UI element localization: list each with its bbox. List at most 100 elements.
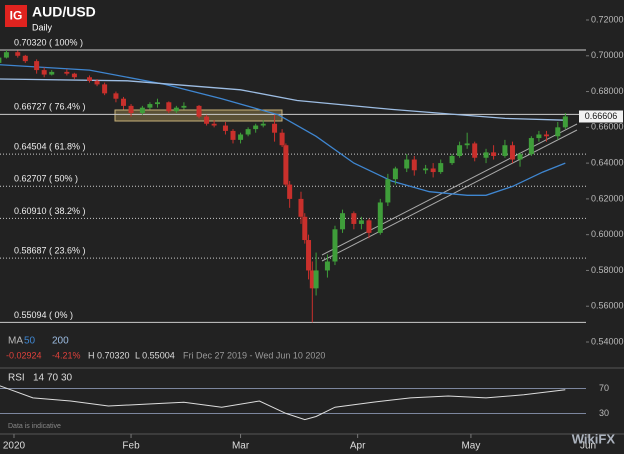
watermark: WikiFX — [572, 431, 616, 446]
logo — [5, 5, 27, 27]
candle-body — [253, 125, 259, 130]
candle-body — [483, 152, 489, 158]
candle-body — [457, 145, 463, 156]
candle-body — [411, 159, 417, 171]
candle-body — [279, 132, 285, 146]
candle-body — [313, 270, 319, 289]
candle-body — [449, 155, 455, 164]
candle-body — [260, 123, 266, 126]
x-tick-label: 2020 — [3, 441, 26, 452]
candle-body — [204, 116, 210, 124]
candle-body — [222, 125, 228, 131]
candle-body — [0, 57, 2, 63]
ma-line — [0, 78, 566, 121]
logo-text: IG — [10, 9, 23, 23]
y-tick-label: 0.62000 — [591, 193, 624, 203]
rsi-title: RSI — [8, 373, 25, 384]
candle-body — [562, 116, 568, 128]
high: H 0.70320 — [88, 350, 130, 360]
candle-body — [102, 84, 108, 94]
trendline — [321, 129, 578, 262]
candle-body — [71, 73, 77, 78]
candle-body — [464, 143, 470, 146]
ma-line — [0, 64, 566, 196]
candle-body — [430, 168, 436, 173]
candle-body — [41, 70, 47, 75]
candle-body — [120, 98, 126, 106]
candle-body — [543, 134, 549, 137]
candle-body — [502, 145, 508, 156]
legend-entry: 50 — [24, 336, 36, 347]
candle-body — [423, 168, 429, 171]
ma-label: MA — [8, 336, 23, 347]
y-tick-label: 0.58000 — [591, 265, 624, 275]
last-price-label: 0.66606 — [585, 111, 618, 121]
fib-label: 0.60910 ( 38.2% ) — [14, 206, 86, 216]
candle-body — [377, 202, 383, 233]
candle-body — [211, 123, 217, 126]
rsi-tick-label: 70 — [599, 383, 609, 393]
candle-body — [181, 105, 187, 108]
candle-body — [283, 145, 289, 185]
candle-body — [166, 102, 172, 112]
candle-body — [139, 107, 145, 114]
candle-body — [309, 270, 315, 289]
y-tick-label: 0.72000 — [591, 14, 624, 24]
candle-body — [392, 168, 398, 180]
candle-body — [358, 220, 364, 224]
candle-body — [15, 52, 21, 56]
candle-body — [509, 145, 515, 160]
y-tick-label: 0.56000 — [591, 301, 624, 311]
candle-body — [245, 129, 251, 135]
candle-body — [302, 216, 308, 241]
candle-body — [272, 123, 278, 133]
candle-body — [332, 229, 338, 262]
fib-label: 0.70320 ( 100% ) — [14, 37, 83, 47]
candle-body — [351, 213, 357, 224]
x-tick-label: Feb — [122, 441, 140, 452]
candle-body — [472, 143, 478, 158]
rsi-upper: 70 — [47, 373, 59, 384]
candle-body — [64, 71, 70, 74]
last-price-box — [579, 110, 623, 123]
rsi-line — [0, 385, 566, 421]
change-pct: -4.21% — [52, 350, 81, 360]
y-tick-label: 0.60000 — [591, 229, 624, 239]
x-tick-label: May — [461, 441, 480, 452]
candle-body — [287, 184, 293, 199]
legend-entry: 200 — [52, 336, 69, 347]
date-range: Fri Dec 27 2019 - Wed Jun 10 2020 — [183, 350, 325, 360]
y-tick-label: 0.68000 — [591, 86, 624, 96]
candle-body — [324, 261, 330, 271]
candle-body — [230, 130, 236, 140]
candle-body — [306, 240, 312, 271]
candle-body — [366, 220, 372, 233]
candle-body — [22, 55, 28, 62]
candle-body — [404, 159, 410, 169]
note: Data is indicative — [8, 423, 61, 430]
candle-body — [49, 71, 55, 75]
y-tick-label: 0.64000 — [591, 157, 624, 167]
fib-label: 0.58687 ( 23.6% ) — [14, 246, 86, 256]
chart-subtitle: Daily — [32, 22, 53, 32]
x-tick-label: Jun — [580, 441, 596, 452]
fib-label: 0.66727 ( 76.4% ) — [14, 102, 86, 112]
candle-body — [385, 179, 391, 203]
candle-body — [536, 134, 542, 139]
y-tick-label: 0.54000 — [591, 336, 624, 346]
rsi-lower: 30 — [61, 373, 73, 384]
candle-body — [298, 198, 304, 217]
x-tick-label: Apr — [350, 441, 366, 452]
candle-body — [147, 104, 153, 108]
change: -0.02924 — [6, 350, 42, 360]
candle-body — [3, 52, 9, 58]
candle-body — [154, 102, 160, 105]
trendline — [321, 123, 578, 256]
candle-body — [173, 107, 179, 112]
fib-label: 0.55094 ( 0% ) — [14, 310, 73, 320]
chart-title: AUD/USD — [32, 4, 96, 20]
y-tick-label: 0.70000 — [591, 50, 624, 60]
